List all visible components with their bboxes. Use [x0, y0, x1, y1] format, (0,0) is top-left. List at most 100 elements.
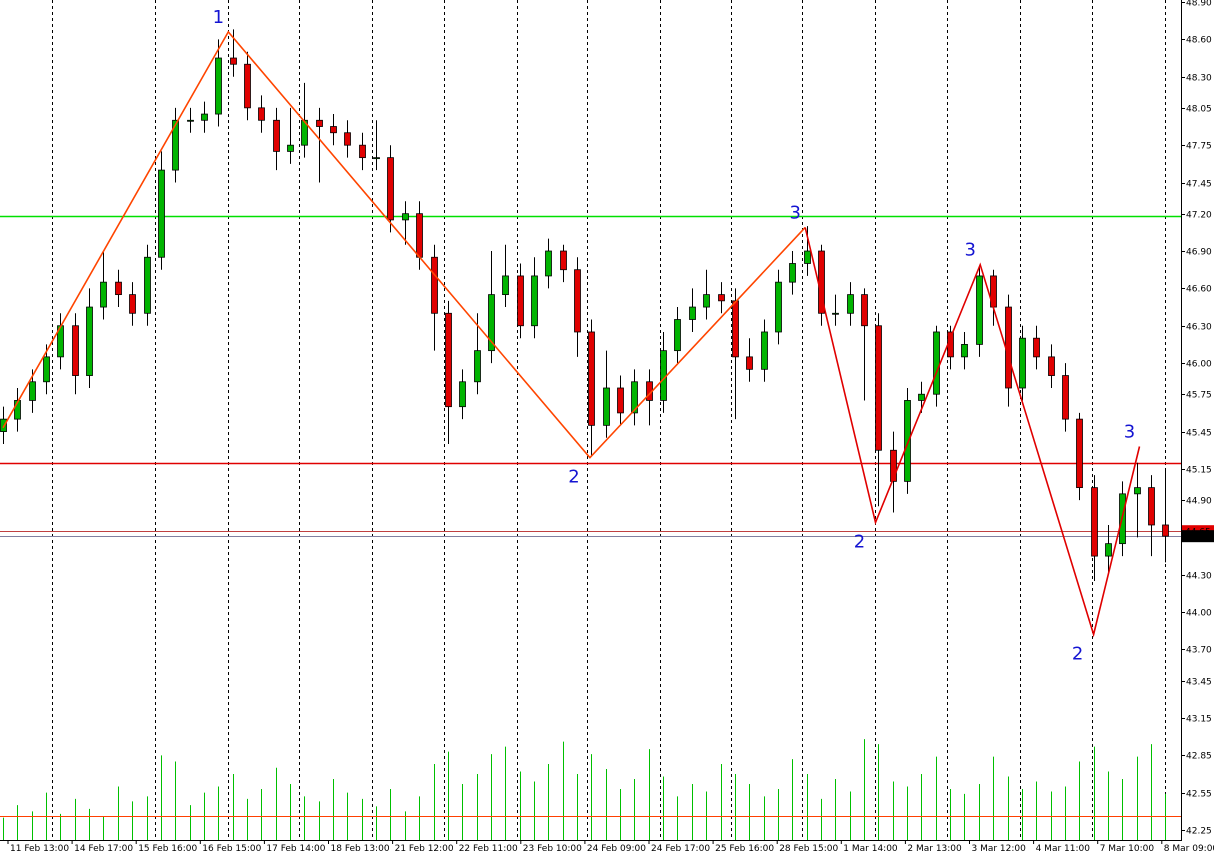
x-tick-label: 14 Feb 17:00 [74, 844, 133, 854]
candle-body [603, 387, 610, 426]
y-tick-label: 43.70 [1186, 646, 1212, 656]
candle-body [387, 157, 394, 221]
x-tick-label: 24 Feb 09:00 [587, 844, 646, 854]
y-tick-label: 48.05 [1186, 105, 1212, 115]
candle-body [359, 144, 366, 159]
x-tick-label: 17 Feb 14:00 [266, 844, 325, 854]
candle-body [416, 213, 423, 258]
y-tick-label: 44.00 [1186, 609, 1212, 619]
candle-body [1033, 337, 1040, 358]
x-tick-label: 24 Feb 17:00 [651, 844, 710, 854]
candle-body [517, 275, 524, 327]
candle-body [1162, 524, 1169, 537]
y-tick-label: 43.15 [1186, 715, 1212, 725]
candle-body [1105, 543, 1112, 557]
x-tick-label: 15 Feb 16:00 [138, 844, 197, 854]
candle-body [1148, 487, 1155, 526]
candle-body [230, 57, 237, 65]
candle-body [574, 269, 581, 333]
candle-body [732, 300, 739, 358]
y-tick-label: 48.30 [1186, 74, 1212, 84]
candle-body [631, 381, 638, 414]
y-tick-label: 48.90 [1186, 0, 1212, 9]
candle-body [674, 319, 681, 352]
candle-body [875, 325, 882, 451]
candle-body [488, 294, 495, 352]
candle-body [588, 331, 595, 426]
candle-body [861, 294, 868, 327]
wave-label: 3 [1124, 422, 1135, 443]
candle-body [129, 294, 136, 314]
x-tick-label: 18 Feb 13:00 [331, 844, 390, 854]
candle-body [258, 107, 265, 121]
candle-body [459, 381, 466, 408]
x-tick-label: 1 Mar 14:00 [843, 844, 898, 854]
x-tick-label: 3 Mar 12:00 [972, 844, 1027, 854]
candle-body [43, 356, 50, 383]
x-tick-label: 21 Feb 12:00 [395, 844, 454, 854]
candle-body [244, 63, 251, 109]
x-tick-label: 25 Feb 16:00 [715, 844, 774, 854]
candle-body [560, 250, 567, 271]
y-tick-label: 47.75 [1186, 142, 1212, 152]
candle-body [330, 126, 337, 134]
candle-body [273, 119, 280, 152]
candle-body [660, 350, 667, 401]
candle-body [1062, 375, 1069, 420]
candle-body [789, 263, 796, 283]
wave-label: 2 [1072, 644, 1083, 665]
wave-label: 2 [854, 531, 865, 552]
candle-body [474, 350, 481, 383]
y-tick-label: 45.75 [1186, 391, 1212, 401]
candle-body [215, 57, 222, 115]
candle-body [158, 169, 165, 258]
candle-body [1019, 337, 1026, 389]
candle-body [445, 312, 452, 408]
candle-body [201, 113, 208, 121]
y-tick-label: 44.30 [1186, 572, 1212, 582]
zigzag-line [2, 30, 806, 459]
candle-body [287, 144, 294, 152]
y-tick-label: 47.45 [1186, 180, 1212, 190]
candle-body [904, 400, 911, 482]
candle-body [402, 213, 409, 221]
y-tick-label: 46.60 [1186, 285, 1212, 295]
wave-label: 1 [213, 7, 224, 28]
candle-body [617, 387, 624, 414]
y-tick-label: 42.55 [1186, 790, 1212, 800]
candle-body [502, 275, 509, 296]
candle-body [1076, 418, 1083, 489]
candle-body [761, 331, 768, 370]
candle-body [804, 250, 811, 264]
y-tick-label: 42.85 [1186, 752, 1212, 762]
candle-body [187, 119, 194, 122]
candle-body [890, 449, 897, 482]
x-tick-label: 8 Mar 09:00 [1164, 844, 1214, 854]
x-tick-label: 23 Feb 10:00 [523, 844, 582, 854]
candle-body [431, 256, 438, 314]
y-tick-label: 46.30 [1186, 323, 1212, 333]
candle-body [72, 325, 79, 376]
y-tick-label: 48.60 [1186, 36, 1212, 46]
price-tag [1182, 530, 1214, 543]
candle-body [29, 381, 36, 401]
candle-body [172, 119, 179, 171]
candle-body [1048, 356, 1055, 376]
wave-label: 2 [568, 467, 579, 488]
candle-body [718, 294, 725, 302]
y-tick-label: 45.45 [1186, 429, 1212, 439]
x-tick-label: 22 Feb 11:00 [459, 844, 518, 854]
candle-body [14, 400, 21, 420]
candle-body [918, 393, 925, 401]
candle-body [115, 281, 122, 296]
candle-body [1091, 487, 1098, 557]
candle-body [847, 294, 854, 314]
candle-body [301, 119, 308, 146]
x-tick-label: 7 Mar 10:00 [1100, 844, 1155, 854]
candle-body [933, 331, 940, 395]
y-tick-label: 46.00 [1186, 360, 1212, 370]
candle-body [545, 250, 552, 277]
candle-body [976, 275, 983, 345]
